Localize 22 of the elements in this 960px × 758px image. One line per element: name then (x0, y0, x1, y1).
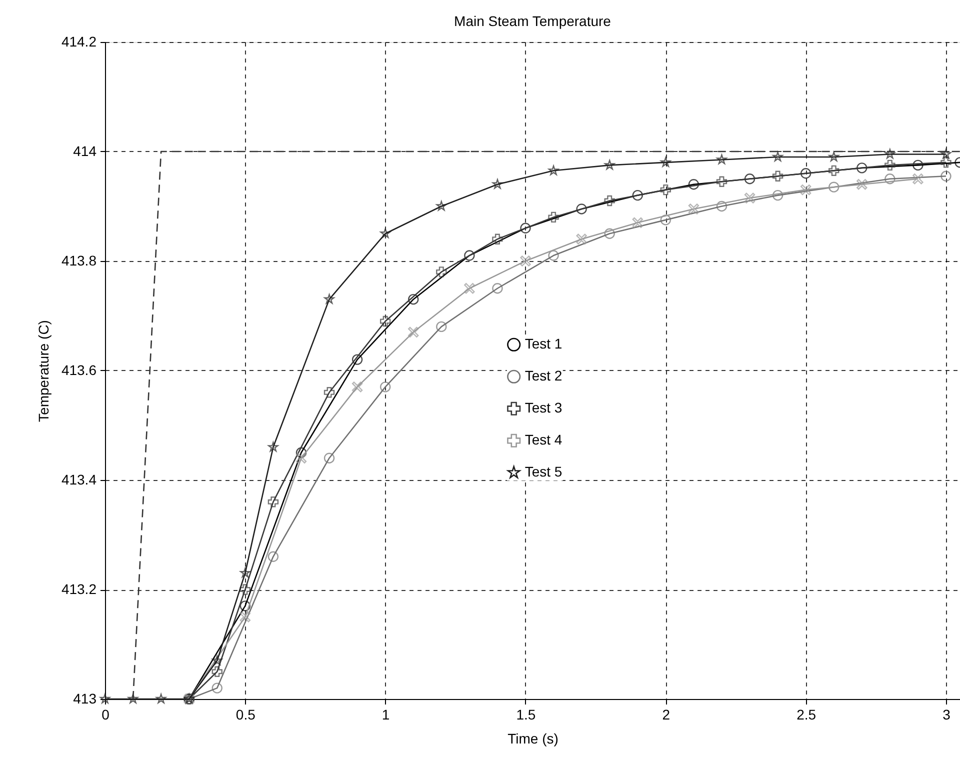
chart-title: Main Steam Temperature (454, 13, 612, 29)
y-tick-label: 413.4 (61, 472, 97, 488)
legend-label: Test 5 (524, 464, 562, 480)
x-tick-label: 2 (662, 706, 670, 722)
legend-label: Test 1 (524, 336, 562, 352)
x-tick-label: 1 (382, 706, 390, 722)
y-tick-label: 414 (73, 143, 97, 159)
y-axis-title: Temperature (C) (35, 320, 52, 422)
y-tick-label: 413 (73, 690, 97, 706)
y-tick-label: 413.6 (61, 362, 97, 378)
y-tick-label: 413.8 (61, 252, 97, 268)
legend-label: Test 2 (524, 368, 562, 384)
x-tick-label: 0.5 (236, 706, 256, 722)
legend-label: Test 3 (524, 400, 562, 416)
x-tick-label: 2.5 (796, 706, 816, 722)
x-tick-label: 1.5 (516, 706, 536, 722)
x-tick-label: 0 (102, 706, 110, 722)
y-tick-label: 413.2 (61, 581, 97, 597)
y-tick-label: 414.2 (61, 34, 97, 50)
x-tick-label: 3 (942, 706, 951, 722)
x-axis-title: Time (s) (508, 730, 558, 746)
legend-label: Test 4 (524, 432, 562, 448)
